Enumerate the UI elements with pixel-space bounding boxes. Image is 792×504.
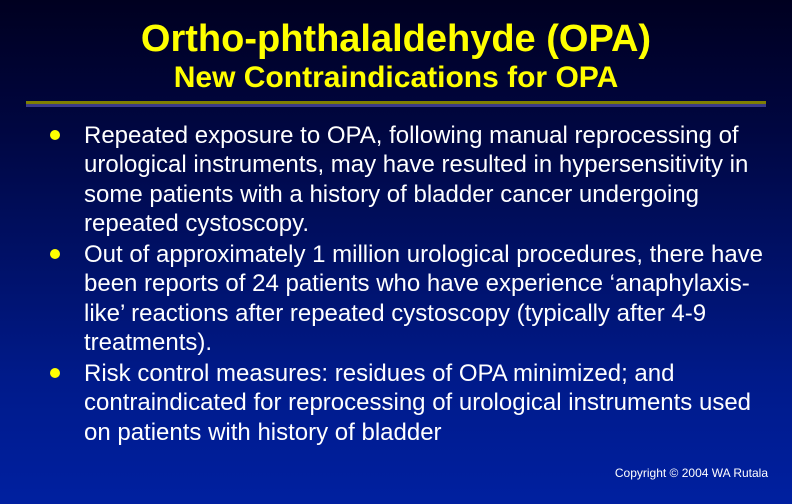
bullet-item: Risk control measures: residues of OPA m… [50,359,764,447]
presentation-slide: Ortho-phthalaldehyde (OPA) New Contraind… [0,0,792,504]
copyright-text: Copyright © 2004 WA Rutala [615,466,768,480]
slide-title: Ortho-phthalaldehyde (OPA) [0,18,792,61]
bullet-list: Repeated exposure to OPA, following manu… [50,121,764,447]
bullet-item: Out of approximately 1 million urologica… [50,240,764,357]
bullet-item: Repeated exposure to OPA, following manu… [50,121,764,238]
slide-body: Repeated exposure to OPA, following manu… [0,107,792,447]
title-block: Ortho-phthalaldehyde (OPA) New Contraind… [0,0,792,95]
slide-subtitle: New Contraindications for OPA [0,61,792,95]
